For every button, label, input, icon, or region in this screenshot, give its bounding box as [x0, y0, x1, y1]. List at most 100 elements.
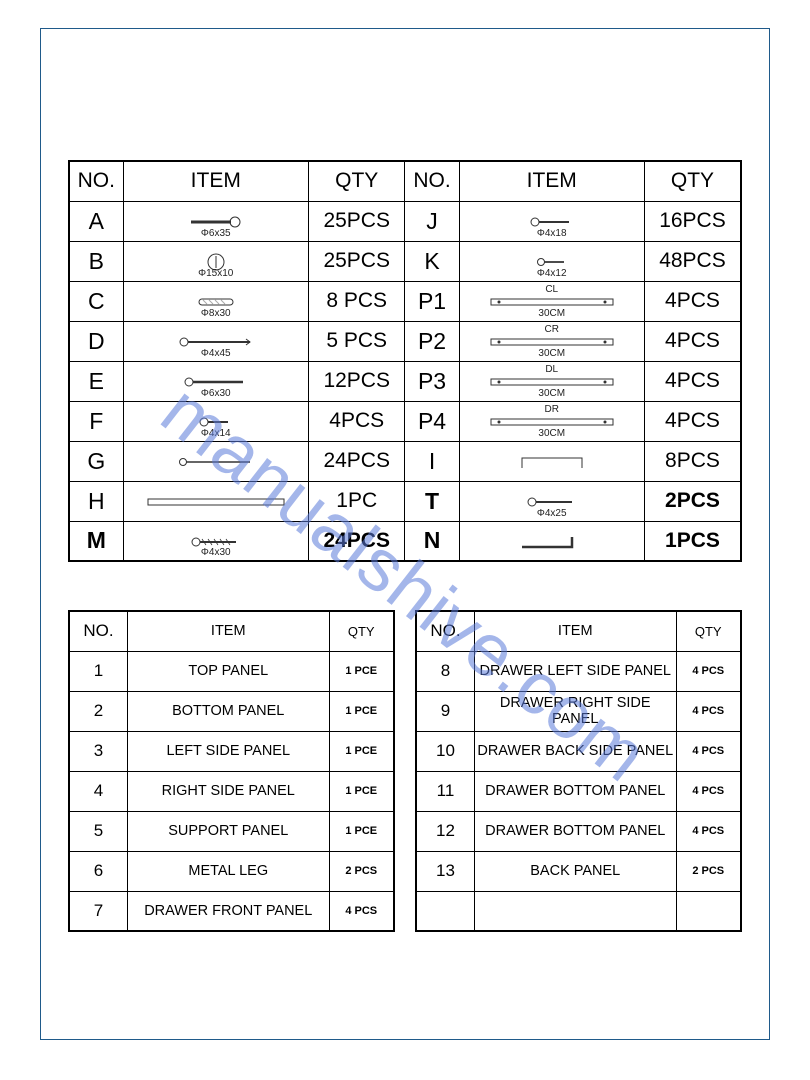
panel-row: 3LEFT SIDE PANEL1 PCE — [69, 731, 394, 771]
panel-qty-cell: 4 PCS — [329, 891, 394, 931]
hw-qty-cell: 1PC — [308, 481, 405, 521]
hw-no-cell: I — [405, 441, 459, 481]
panel-qty-cell: 1 PCE — [329, 771, 394, 811]
bar-icon — [124, 495, 308, 509]
hw-qty-cell: 24PCS — [308, 521, 405, 561]
hw-item-cell: Φ8x30 — [123, 281, 308, 321]
hw-item-dim-top: DL — [460, 364, 644, 375]
hw-item-cell — [123, 481, 308, 521]
pr-head-qty: QTY — [676, 611, 741, 651]
hardware-row: EΦ6x3012PCSP3DL30CM4PCS — [69, 361, 741, 401]
panel-item-cell: RIGHT SIDE PANEL — [128, 771, 330, 811]
hw-no-cell: C — [69, 281, 123, 321]
hw-item-dim-top: CL — [460, 284, 644, 295]
hw-item-cell: Φ4x30 — [123, 521, 308, 561]
hardware-row: AΦ6x3525PCSJΦ4x1816PCS — [69, 201, 741, 241]
panel-no-cell: 11 — [416, 771, 475, 811]
panel-qty-cell: 4 PCS — [676, 731, 741, 771]
hw-no-cell: P1 — [405, 281, 459, 321]
panel-qty-cell — [676, 891, 741, 931]
hw-item-cell: Φ6x30 — [123, 361, 308, 401]
hw-item-dim: 30CM — [460, 388, 644, 399]
hw-item-dim: Φ6x30 — [124, 388, 308, 399]
panel-row: 6METAL LEG2 PCS — [69, 851, 394, 891]
panel-no-cell: 6 — [69, 851, 128, 891]
hardware-row: FΦ4x144PCSP4DR30CM4PCS — [69, 401, 741, 441]
hw-no-cell: G — [69, 441, 123, 481]
panel-item-cell: DRAWER FRONT PANEL — [128, 891, 330, 931]
panel-row: 5SUPPORT PANEL1 PCE — [69, 811, 394, 851]
panels-wrap: NO. ITEM QTY 1TOP PANEL1 PCE2BOTTOM PANE… — [68, 610, 742, 932]
panel-no-cell: 1 — [69, 651, 128, 691]
pr-head-no: NO. — [416, 611, 475, 651]
hw-item-cell: Φ4x12 — [459, 241, 644, 281]
hw-item-dim: Φ4x25 — [460, 508, 644, 519]
hw-no-cell: E — [69, 361, 123, 401]
hw-item-cell: Φ15x10 — [123, 241, 308, 281]
panel-no-cell: 7 — [69, 891, 128, 931]
hw-qty-cell: 16PCS — [644, 201, 741, 241]
hw-head-no-l: NO. — [69, 161, 123, 201]
panel-qty-cell: 1 PCE — [329, 691, 394, 731]
hw-qty-cell: 48PCS — [644, 241, 741, 281]
panel-no-cell: 3 — [69, 731, 128, 771]
panel-qty-cell: 4 PCS — [676, 651, 741, 691]
hw-item-dim: Φ4x45 — [124, 348, 308, 359]
hw-item-cell — [123, 441, 308, 481]
hw-item-dim: Φ4x30 — [124, 547, 308, 558]
panel-qty-cell: 1 PCE — [329, 731, 394, 771]
hw-item-cell: CL 30CM — [459, 281, 644, 321]
hw-qty-cell: 12PCS — [308, 361, 405, 401]
hw-item-dim-top: DR — [460, 404, 644, 415]
panel-qty-cell: 4 PCS — [676, 771, 741, 811]
panel-row: 1TOP PANEL1 PCE — [69, 651, 394, 691]
hardware-row: H1PCTΦ4x252PCS — [69, 481, 741, 521]
panel-no-cell: 8 — [416, 651, 475, 691]
hw-no-cell: H — [69, 481, 123, 521]
hw-no-cell: F — [69, 401, 123, 441]
hw-qty-cell: 4PCS — [644, 321, 741, 361]
hw-item-dim: 30CM — [460, 308, 644, 319]
panels-right-table: NO. ITEM QTY 8DRAWER LEFT SIDE PANEL4 PC… — [415, 610, 742, 932]
panel-item-cell: BOTTOM PANEL — [128, 691, 330, 731]
panel-no-cell: 5 — [69, 811, 128, 851]
hw-no-cell: T — [405, 481, 459, 521]
panel-item-cell: BACK PANEL — [475, 851, 677, 891]
hw-no-cell: A — [69, 201, 123, 241]
hardware-row: CΦ8x308 PCSP1CL30CM4PCS — [69, 281, 741, 321]
hw-head-no-r: NO. — [405, 161, 459, 201]
hw-item-cell: Φ4x45 — [123, 321, 308, 361]
panel-no-cell: 2 — [69, 691, 128, 731]
thin-screw-icon — [124, 456, 308, 468]
hw-item-cell: CR30CM — [459, 321, 644, 361]
panel-item-cell: DRAWER BACK SIDE PANEL — [475, 731, 677, 771]
hardware-row: G24PCSI8PCS — [69, 441, 741, 481]
allen-key-icon — [460, 533, 644, 551]
panel-qty-cell: 4 PCS — [676, 811, 741, 851]
panel-qty-cell: 4 PCS — [676, 691, 741, 731]
panels-left-table: NO. ITEM QTY 1TOP PANEL1 PCE2BOTTOM PANE… — [68, 610, 395, 932]
content-area: NO. ITEM QTY NO. ITEM QTY AΦ6x3525PCSJΦ4… — [68, 160, 742, 932]
panel-item-cell: DRAWER LEFT SIDE PANEL — [475, 651, 677, 691]
panel-item-cell: TOP PANEL — [128, 651, 330, 691]
panel-row: 8DRAWER LEFT SIDE PANEL4 PCS — [416, 651, 741, 691]
panel-qty-cell: 2 PCS — [329, 851, 394, 891]
hw-item-cell — [459, 521, 644, 561]
hw-item-dim: 30CM — [460, 348, 644, 359]
hw-item-dim: Φ4x14 — [124, 428, 308, 439]
hw-head-item-l: ITEM — [123, 161, 308, 201]
hw-no-cell: P2 — [405, 321, 459, 361]
hw-item-cell: Φ6x35 — [123, 201, 308, 241]
hw-item-dim: Φ6x35 — [124, 228, 308, 239]
hardware-table: NO. ITEM QTY NO. ITEM QTY AΦ6x3525PCSJΦ4… — [68, 160, 742, 562]
hw-item-cell: DL 30CM — [459, 361, 644, 401]
hw-item-dim: Φ8x30 — [124, 308, 308, 319]
hw-item-dim: 30CM — [460, 428, 644, 439]
panel-item-cell: DRAWER RIGHT SIDE PANEL — [475, 691, 677, 731]
hardware-header-row: NO. ITEM QTY NO. ITEM QTY — [69, 161, 741, 201]
hw-qty-cell: 8PCS — [644, 441, 741, 481]
hw-no-cell: D — [69, 321, 123, 361]
panel-item-cell: LEFT SIDE PANEL — [128, 731, 330, 771]
hw-qty-cell: 4PCS — [644, 361, 741, 401]
hardware-row: BΦ15x1025PCSKΦ4x1248PCS — [69, 241, 741, 281]
